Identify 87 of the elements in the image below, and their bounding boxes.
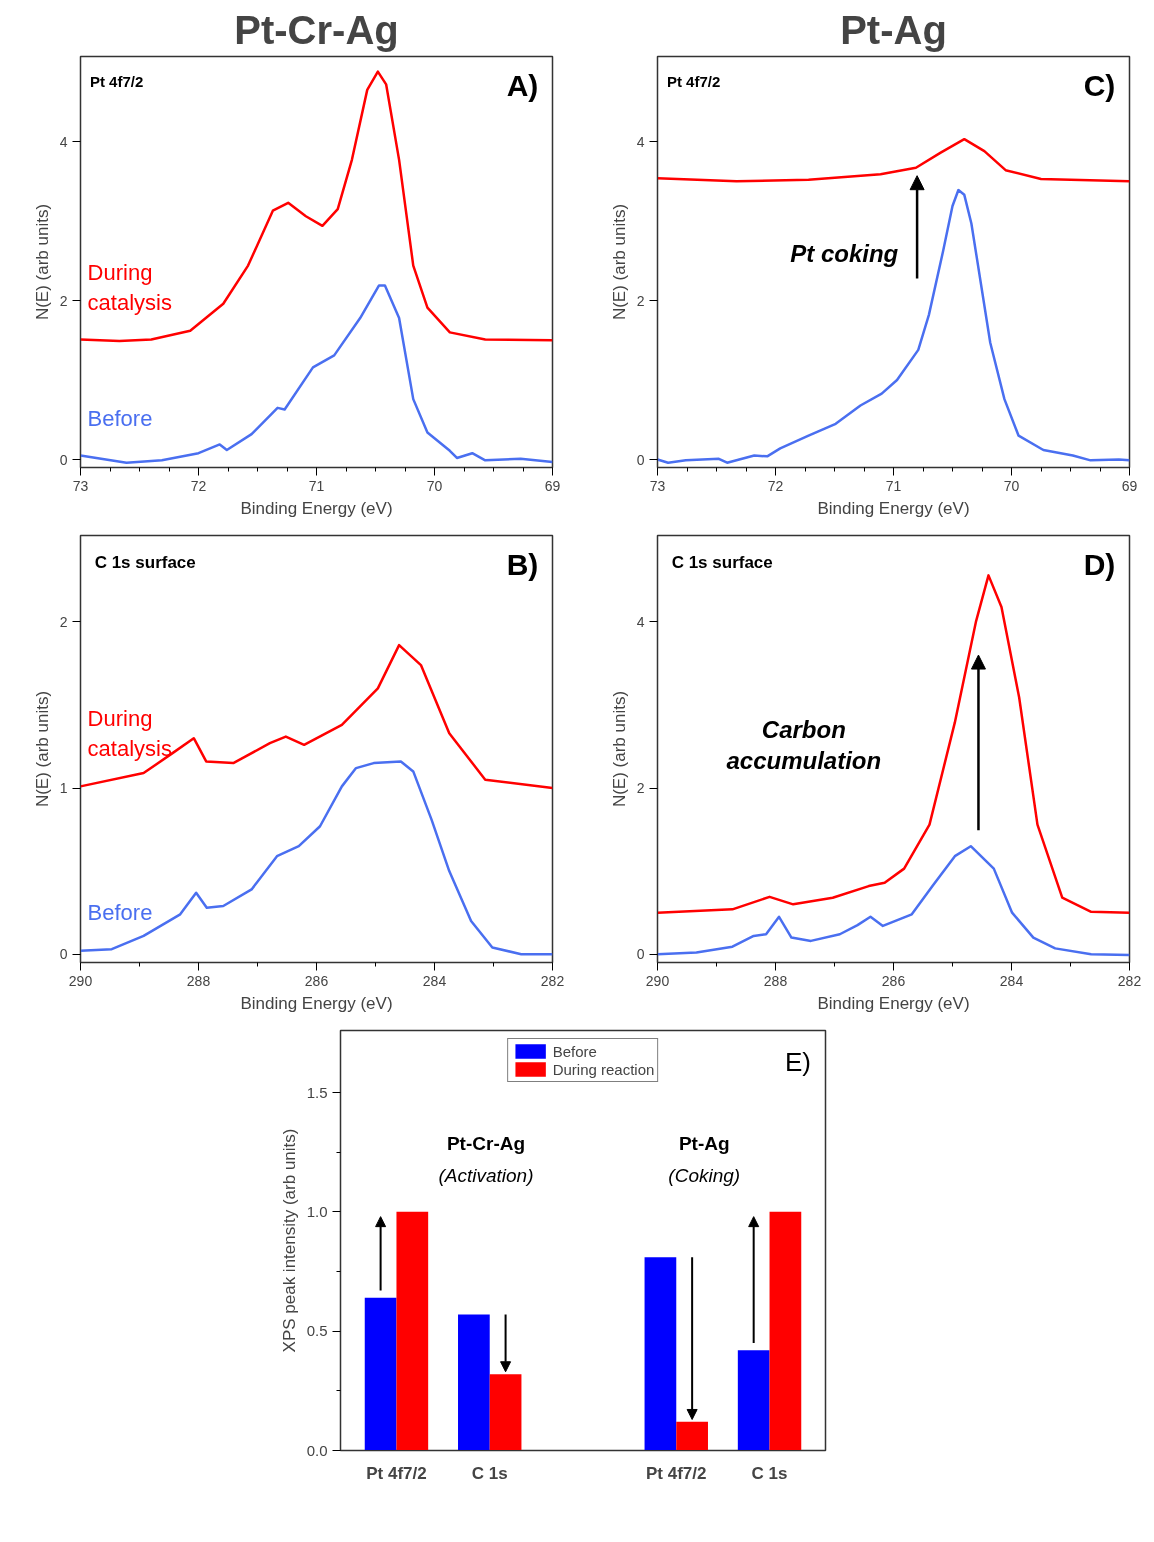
bar: [458, 1314, 490, 1451]
annotation: Pt coking: [790, 240, 899, 268]
x-tick-label: 72: [767, 477, 784, 494]
annotation: C 1s surface: [94, 552, 196, 572]
series-label: During catalysis: [87, 259, 172, 315]
bar: [489, 1374, 522, 1451]
x-tick-label: 72: [190, 477, 207, 494]
x-tick-label: 73: [649, 477, 666, 494]
line-series: [80, 284, 553, 464]
line-series: [80, 70, 553, 343]
y-tick-label: 0: [59, 451, 68, 468]
annotation: Pt 4f7/2: [666, 72, 721, 90]
y-tick-label: 0: [59, 946, 68, 963]
legend-label: Before: [552, 1042, 597, 1060]
x-tick-label: 282: [1117, 972, 1142, 989]
y-tick-label: 4: [636, 613, 645, 630]
annotation: Pt 4f7/2: [89, 72, 144, 90]
x-tick-label: Pt 4f7/2: [366, 1463, 427, 1483]
y-tick-label: 0.5: [306, 1322, 328, 1340]
bar: [676, 1421, 708, 1451]
x-tick-label: 290: [645, 972, 670, 989]
bar: [737, 1350, 770, 1451]
x-tick-label: 71: [308, 477, 325, 494]
x-tick-label: 73: [72, 477, 89, 494]
series-label: During catalysis: [87, 705, 172, 761]
bar: [769, 1211, 802, 1451]
x-tick-label: 286: [304, 972, 329, 989]
y-tick-label: 2: [636, 780, 645, 797]
line-series: [657, 844, 1130, 957]
chart-title: Pt-Cr-Ag: [234, 7, 399, 52]
x-axis-title: Binding Energy (eV): [240, 993, 393, 1013]
annotation: E): [784, 1047, 811, 1078]
y-tick-label: 2: [636, 292, 645, 309]
annotation: C 1s surface: [671, 552, 773, 572]
line-series: [657, 188, 1130, 464]
y-tick-label: 4: [59, 133, 68, 150]
series-label: Before: [87, 900, 153, 926]
line-series: [80, 760, 553, 956]
y-tick-label: 1: [59, 780, 68, 797]
bar: [396, 1211, 429, 1451]
x-tick-label: 282: [540, 972, 565, 989]
annotation: (Activation): [438, 1164, 534, 1186]
annotation: A): [506, 68, 539, 102]
y-tick-label: 1.0: [306, 1202, 328, 1220]
y-tick-label: 2: [59, 613, 68, 630]
y-axis-title: N(E) (arb units): [32, 690, 52, 808]
annotation: Pt-Cr-Ag: [446, 1133, 526, 1155]
y-axis-title: N(E) (arb units): [609, 690, 629, 808]
y-tick-label: 0: [636, 451, 645, 468]
x-tick-label: 286: [881, 972, 906, 989]
x-axis-title: Binding Energy (eV): [817, 498, 970, 518]
x-tick-label: 70: [426, 477, 443, 494]
legend-label: During reaction: [552, 1060, 655, 1078]
x-tick-label: 69: [544, 477, 561, 494]
x-tick-label: 290: [68, 972, 93, 989]
annotation: Pt-Ag: [678, 1133, 730, 1155]
x-axis-title: Binding Energy (eV): [240, 498, 393, 518]
line-series: [657, 137, 1130, 183]
annotation: B): [506, 548, 539, 582]
bar: [644, 1257, 677, 1451]
y-axis-title: N(E) (arb units): [609, 203, 629, 321]
line-series: [80, 643, 553, 790]
series-label: Before: [87, 405, 153, 431]
y-tick-label: 1.5: [306, 1083, 328, 1101]
x-tick-label: 69: [1121, 477, 1138, 494]
annotation: D): [1083, 548, 1116, 582]
bar: [364, 1297, 397, 1451]
x-tick-label: 71: [885, 477, 902, 494]
x-tick-label: 284: [999, 972, 1024, 989]
x-tick-label: C 1s: [751, 1463, 788, 1483]
x-tick-label: 70: [1003, 477, 1020, 494]
y-axis-title: XPS peak intensity (arb units): [279, 1128, 299, 1353]
y-tick-label: 4: [636, 133, 645, 150]
x-tick-label: 288: [763, 972, 788, 989]
y-axis-title: N(E) (arb units): [32, 203, 52, 321]
y-tick-label: 0.0: [306, 1441, 328, 1459]
chart-title: Pt-Ag: [840, 7, 947, 52]
annotation: (Coking): [668, 1164, 741, 1186]
y-tick-label: 0: [636, 946, 645, 963]
annotation: C): [1083, 68, 1116, 102]
x-axis-title: Binding Energy (eV): [817, 993, 970, 1013]
x-tick-label: C 1s: [471, 1463, 508, 1483]
y-tick-label: 2: [59, 292, 68, 309]
x-tick-label: Pt 4f7/2: [646, 1463, 707, 1483]
x-tick-label: 284: [422, 972, 447, 989]
annotation: Carbon accumulation: [726, 715, 882, 774]
x-tick-label: 288: [186, 972, 211, 989]
